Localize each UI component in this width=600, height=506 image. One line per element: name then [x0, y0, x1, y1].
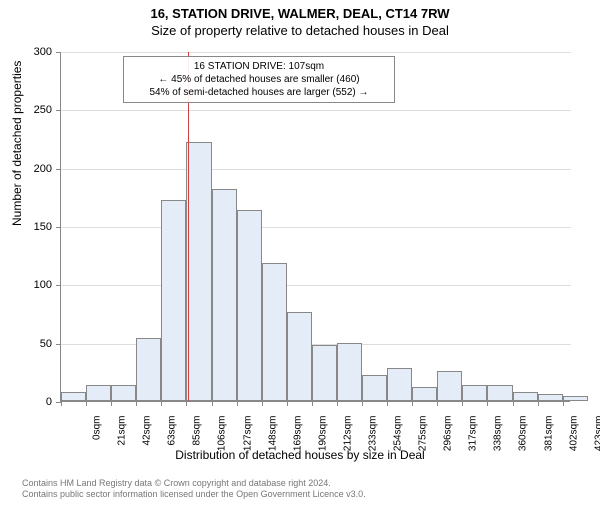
xtick-label: 106sqm: [217, 416, 228, 456]
xtick-mark: [487, 401, 488, 406]
histogram-bar: [161, 200, 186, 401]
gridline: [61, 110, 571, 111]
histogram-bar: [362, 375, 387, 401]
xtick-mark: [186, 401, 187, 406]
histogram-bar: [462, 385, 487, 401]
ytick-label: 150: [12, 221, 52, 233]
histogram-bar: [513, 392, 538, 401]
xtick-mark: [337, 401, 338, 406]
xtick-label: 360sqm: [518, 416, 529, 456]
xtick-label: 42sqm: [142, 416, 153, 456]
ytick-label: 250: [12, 104, 52, 116]
histogram-bar: [136, 338, 161, 401]
xtick-mark: [136, 401, 137, 406]
xtick-label: 317sqm: [468, 416, 479, 456]
histogram-bar: [412, 387, 437, 401]
xtick-mark: [387, 401, 388, 406]
ytick-label: 300: [12, 46, 52, 58]
gridline: [61, 169, 571, 170]
histogram-bar: [111, 385, 136, 401]
xtick-mark: [237, 401, 238, 406]
xtick-mark: [412, 401, 413, 406]
annotation-line-2: ← 45% of detached houses are smaller (46…: [130, 73, 388, 86]
histogram-bar: [437, 371, 462, 401]
xtick-mark: [538, 401, 539, 406]
annotation-line-3: 54% of semi-detached houses are larger (…: [130, 86, 388, 99]
footer-line-1: Contains HM Land Registry data © Crown c…: [22, 478, 366, 489]
plot-region: 16 STATION DRIVE: 107sqm← 45% of detache…: [60, 52, 570, 402]
gridline: [61, 227, 571, 228]
xtick-label: 212sqm: [342, 416, 353, 456]
xtick-label: 85sqm: [192, 416, 203, 456]
ytick-mark: [56, 169, 61, 170]
xtick-mark: [362, 401, 363, 406]
xtick-mark: [513, 401, 514, 406]
xtick-label: 21sqm: [117, 416, 128, 456]
xtick-label: 127sqm: [242, 416, 253, 456]
xtick-label: 0sqm: [92, 416, 103, 456]
xtick-mark: [161, 401, 162, 406]
ytick-mark: [56, 285, 61, 286]
histogram-bar: [312, 345, 337, 401]
histogram-bar: [186, 142, 211, 401]
histogram-bar: [387, 368, 412, 401]
xtick-mark: [563, 401, 564, 406]
xtick-mark: [287, 401, 288, 406]
xtick-label: 402sqm: [568, 416, 579, 456]
histogram-bar: [337, 343, 362, 401]
xtick-label: 296sqm: [443, 416, 454, 456]
annotation-box: 16 STATION DRIVE: 107sqm← 45% of detache…: [123, 56, 395, 103]
histogram-bar: [538, 394, 563, 401]
histogram-bar: [262, 263, 287, 401]
xtick-mark: [111, 401, 112, 406]
y-axis-label: Number of detached properties: [10, 61, 24, 226]
histogram-bar: [287, 312, 312, 401]
xtick-label: 423sqm: [593, 416, 600, 456]
ytick-mark: [56, 344, 61, 345]
xtick-label: 381sqm: [543, 416, 554, 456]
ytick-mark: [56, 227, 61, 228]
xtick-mark: [312, 401, 313, 406]
xtick-label: 338sqm: [493, 416, 504, 456]
histogram-bar: [563, 396, 588, 401]
annotation-line-1: 16 STATION DRIVE: 107sqm: [130, 60, 388, 73]
chart-title-sub: Size of property relative to detached ho…: [0, 23, 600, 38]
footer-line-2: Contains public sector information licen…: [22, 489, 366, 500]
gridline: [61, 285, 571, 286]
xtick-label: 63sqm: [167, 416, 178, 456]
xtick-mark: [462, 401, 463, 406]
ytick-label: 200: [12, 163, 52, 175]
xtick-label: 148sqm: [267, 416, 278, 456]
xtick-label: 254sqm: [393, 416, 404, 456]
histogram-bar: [86, 385, 111, 401]
footer-attribution: Contains HM Land Registry data © Crown c…: [22, 478, 366, 501]
xtick-label: 169sqm: [292, 416, 303, 456]
gridline: [61, 52, 571, 53]
histogram-bar: [61, 392, 86, 401]
histogram-bar: [212, 189, 237, 401]
property-marker-line: [188, 52, 189, 401]
xtick-mark: [61, 401, 62, 406]
ytick-mark: [56, 52, 61, 53]
chart-area: 16 STATION DRIVE: 107sqm← 45% of detache…: [60, 52, 570, 402]
xtick-mark: [86, 401, 87, 406]
chart-title-main: 16, STATION DRIVE, WALMER, DEAL, CT14 7R…: [0, 6, 600, 21]
histogram-bar: [487, 385, 512, 401]
xtick-mark: [262, 401, 263, 406]
xtick-mark: [437, 401, 438, 406]
ytick-label: 100: [12, 279, 52, 291]
xtick-mark: [212, 401, 213, 406]
xtick-label: 233sqm: [367, 416, 378, 456]
ytick-label: 50: [12, 338, 52, 350]
histogram-bar: [237, 210, 262, 401]
ytick-label: 0: [12, 396, 52, 408]
xtick-label: 275sqm: [418, 416, 429, 456]
xtick-label: 190sqm: [317, 416, 328, 456]
ytick-mark: [56, 110, 61, 111]
